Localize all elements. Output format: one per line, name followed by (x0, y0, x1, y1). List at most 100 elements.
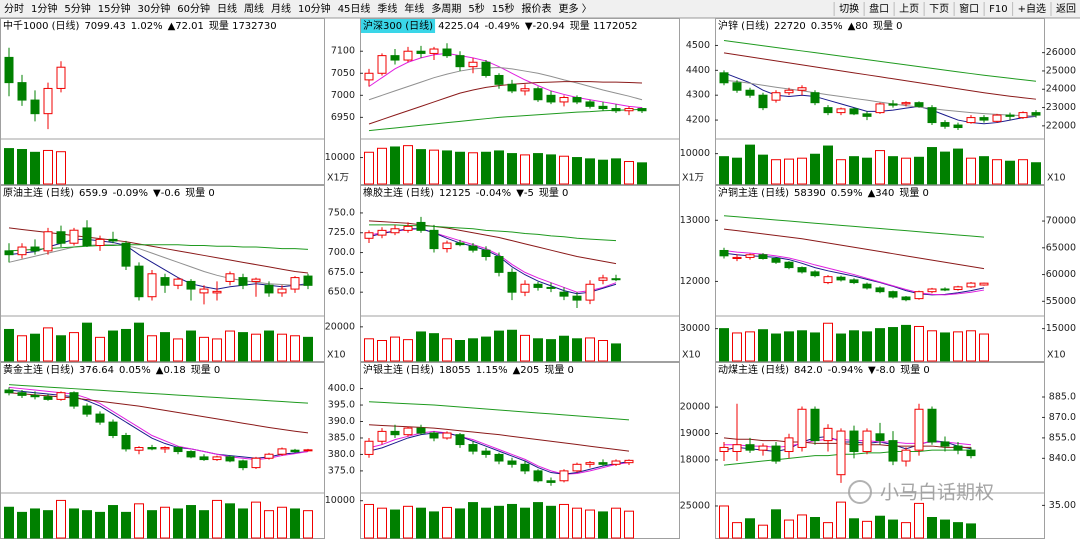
volume-bar (533, 153, 543, 185)
volume-bar (875, 150, 885, 185)
toolbar-item[interactable]: 报价表 (522, 2, 552, 15)
moving-average-line (368, 432, 630, 475)
volume-bar (17, 511, 27, 539)
candle-body (637, 108, 647, 112)
toolbar-item[interactable]: 30分钟 (137, 2, 170, 15)
toolbar-item[interactable]: 年线 (404, 2, 424, 15)
moving-average-line (369, 224, 617, 242)
toolbar-item[interactable]: 月线 (271, 2, 291, 15)
volume-bar (121, 328, 131, 362)
candle-body (533, 283, 543, 288)
volume-bar (624, 161, 634, 185)
candle-body (732, 256, 742, 259)
candle-body (442, 48, 452, 57)
panel-price: 842.0 (794, 365, 823, 376)
panel-price: 659.9 (79, 188, 108, 199)
candle-body (468, 245, 478, 251)
candle-body (56, 66, 66, 89)
panel-title: 橡胶主连 (日线) (363, 186, 434, 199)
candle-body (611, 108, 621, 112)
panel-title: 原油主连 (日线) (3, 186, 74, 199)
volume-bar (520, 507, 530, 539)
candle-body (624, 459, 634, 464)
candle-body (953, 286, 963, 291)
toolbar-item[interactable]: 5秒 (468, 2, 484, 15)
candle-body (732, 444, 742, 453)
volume-bar (277, 506, 287, 539)
axis-tick-label: 26000 (1046, 47, 1076, 58)
candle-body (940, 441, 950, 447)
toolbar-item[interactable]: 15秒 (492, 2, 515, 15)
toolbar-item[interactable]: 45日线 (338, 2, 371, 15)
volume-bar (901, 522, 911, 539)
volume-bar (992, 159, 1002, 185)
moving-average-line (8, 386, 309, 461)
toolbar-button[interactable]: 切换 (839, 2, 859, 15)
toolbar-button[interactable]: 返回 (1056, 3, 1076, 15)
candle-body (481, 249, 491, 258)
candle-body (377, 229, 387, 236)
axis-tick-label: 23000 (1046, 102, 1076, 113)
toolbar-item[interactable]: 分时 (4, 3, 24, 15)
toolbar-button[interactable]: 窗口 (959, 2, 979, 15)
axis-tick-label: 20000 (325, 321, 355, 332)
candle-body (559, 291, 569, 297)
volume-bar (637, 162, 647, 185)
panel-title: 沪铜主连 (日线) (718, 186, 789, 199)
volume-bar (481, 336, 491, 362)
toolbar-item[interactable]: 季线 (377, 2, 397, 15)
toolbar-item[interactable]: 10分钟 (298, 2, 331, 15)
candle-body (364, 232, 374, 239)
candle-body (199, 456, 209, 461)
volume-unit: X1万 (682, 173, 704, 184)
candle-body (494, 256, 504, 273)
moving-average-line (368, 220, 617, 265)
toolbar-button[interactable]: 下页 (929, 3, 949, 15)
panel-title: 动煤主连 (日线) (718, 363, 789, 376)
candle-body (940, 288, 950, 291)
toolbar-button[interactable]: +自选 (1018, 2, 1046, 15)
candle-body (238, 460, 248, 469)
candle-body (251, 278, 261, 282)
candle-body (277, 288, 287, 294)
candle-body (598, 277, 608, 281)
toolbar-item[interactable]: 更多 〉 (559, 2, 592, 15)
toolbar-item[interactable]: 日线 (217, 2, 237, 15)
toolbar-item[interactable]: 15分钟 (98, 2, 131, 15)
moving-average-line (8, 384, 309, 404)
toolbar-item[interactable]: 5分钟 (64, 2, 90, 15)
candle-body (888, 440, 898, 462)
panel-change: ▲72.01 (168, 21, 204, 32)
axis-tick-label: 6950 (331, 112, 355, 123)
candle-body (507, 271, 517, 293)
volume-bar (862, 520, 872, 539)
axis-tick-label: 855.0 (1049, 432, 1076, 443)
candle-body (225, 456, 235, 462)
toolbar-button[interactable]: 盘口 (869, 2, 889, 15)
volume-bar (481, 151, 491, 185)
candle-body (82, 405, 92, 415)
toolbar-item[interactable]: 周线 (244, 2, 264, 15)
candle-body (758, 254, 768, 260)
panel-change-pct: 0.35% (811, 21, 843, 32)
volume-bar (69, 332, 79, 362)
toolbar-item[interactable]: 1分钟 (31, 2, 57, 15)
volume-bar (69, 508, 79, 539)
volume-bar (442, 338, 452, 362)
candle-body (901, 296, 911, 301)
candle-body (160, 447, 170, 450)
volume-bar (377, 147, 387, 185)
toolbar-item[interactable]: 60分钟 (177, 2, 210, 15)
toolbar-button[interactable]: F10 (989, 4, 1007, 15)
toolbar-button[interactable]: 上页 (899, 3, 919, 15)
candle-body (264, 453, 274, 459)
toolbar-item[interactable]: 多周期 (431, 2, 461, 15)
panel-change-pct: -0.94% (828, 365, 863, 376)
axis-tick-label: 24000 (1046, 84, 1076, 95)
volume-bar (953, 148, 963, 185)
candle-body (4, 56, 14, 84)
axis-tick-label: 675.0 (328, 267, 355, 278)
volume-bar (888, 519, 898, 539)
axis-tick-label: 25000 (680, 500, 710, 511)
volume-bar (719, 328, 729, 362)
